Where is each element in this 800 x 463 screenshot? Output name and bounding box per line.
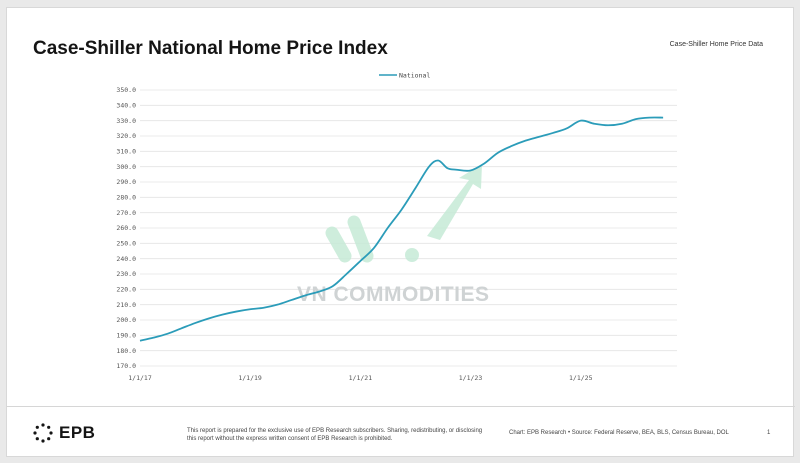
watermark-bar-2 <box>347 215 374 263</box>
page-number: 1 <box>767 430 771 436</box>
series-line-national <box>139 116 664 342</box>
x-axis-ticks: 1/1/17 1/1/19 1/1/21 1/1/23 1/1/25 <box>128 374 592 382</box>
source-note: Chart: EPB Research • Source: Federal Re… <box>509 430 729 436</box>
y-tick-label: 210.0 <box>116 301 136 309</box>
y-tick-label: 220.0 <box>116 286 136 294</box>
line-chart: 170.0 180.0 190.0 200.0 210.0 220.0 230.0 240.0… <box>116 72 677 382</box>
watermark-bar-1 <box>325 226 352 263</box>
y-tick-label: 200.0 <box>116 316 136 324</box>
y-tick-label: 170.0 <box>116 362 136 370</box>
y-tick-label: 320.0 <box>116 132 136 140</box>
y-tick-label: 180.0 <box>116 347 136 355</box>
y-tick-label: 300.0 <box>116 163 136 171</box>
watermark-dot <box>405 248 419 262</box>
x-tick-label: 1/1/21 <box>349 374 373 382</box>
page-title: Case-Shiller National Home Price Index <box>33 38 388 59</box>
y-axis-ticks: 170.0 180.0 190.0 200.0 210.0 220.0 230.0 240.0… <box>116 86 136 370</box>
chart-card: Case-Shiller National Home Price Index C… <box>6 7 795 457</box>
x-tick-label: 1/1/23 <box>459 374 483 382</box>
x-tick-label: 1/1/19 <box>238 374 262 382</box>
footer-divider <box>7 406 795 407</box>
y-tick-label: 340.0 <box>116 102 136 110</box>
watermark-logo <box>325 164 482 263</box>
y-tick-label: 280.0 <box>116 194 136 202</box>
y-tick-label: 230.0 <box>116 270 136 278</box>
legend-label-national: National <box>399 72 430 80</box>
y-tick-label: 310.0 <box>116 148 136 156</box>
watermark-text: VN COMMODITIES <box>297 283 490 306</box>
disclaimer: This report is prepared for the exclusiv… <box>187 428 483 442</box>
legend: National <box>379 72 430 80</box>
epb-logo-icon <box>33 423 53 443</box>
y-tick-label: 240.0 <box>116 255 136 263</box>
x-tick-label: 1/1/17 <box>128 374 152 382</box>
y-tick-label: 270.0 <box>116 209 136 217</box>
grid-lines <box>140 89 677 367</box>
y-tick-label: 350.0 <box>116 86 136 94</box>
y-tick-label: 190.0 <box>116 332 136 340</box>
y-tick-label: 260.0 <box>116 224 136 232</box>
x-tick-label: 1/1/25 <box>569 374 593 382</box>
epb-logo: EPB <box>33 423 95 443</box>
chart-subtitle: Case-Shiller Home Price Data <box>669 41 763 48</box>
y-tick-label: 330.0 <box>116 117 136 125</box>
logo-text: EPB <box>59 423 96 442</box>
y-tick-label: 250.0 <box>116 240 136 248</box>
series-layer <box>139 116 664 342</box>
watermark-arrow <box>427 164 482 240</box>
y-tick-label: 290.0 <box>116 178 136 186</box>
